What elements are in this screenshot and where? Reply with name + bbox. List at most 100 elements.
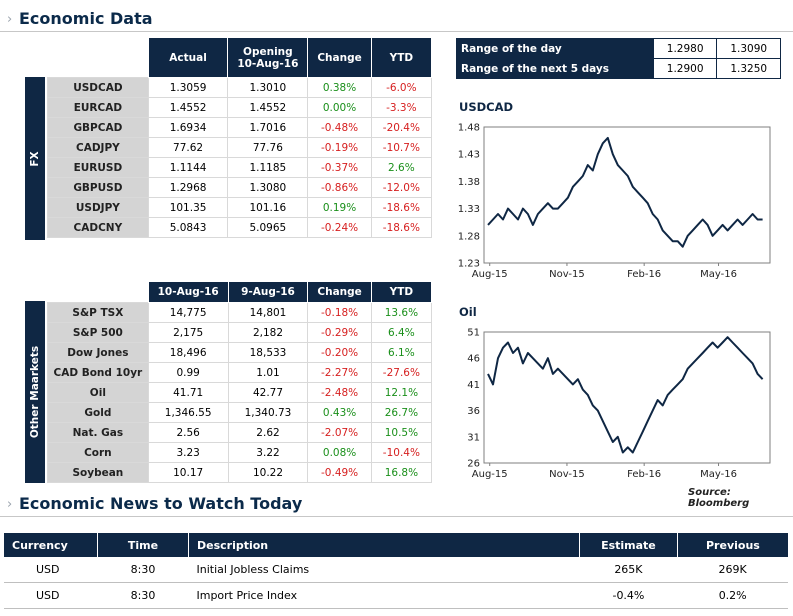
market-value-2: 10.22	[227, 462, 309, 483]
y-tick-label: 31	[467, 432, 480, 443]
fx-row: EURCAD 1.4552 1.4552 0.00% -3.3%	[47, 97, 433, 118]
x-tick-label: May-16	[700, 469, 737, 480]
fx-opening: 77.76	[227, 137, 309, 158]
market-value-1: 2,175	[147, 322, 229, 343]
market-name: Dow Jones	[47, 342, 149, 363]
fx-row: GBPCAD 1.6934 1.7016 -0.48% -20.4%	[47, 117, 433, 138]
section-title-news: Economic News to Watch Today	[19, 494, 303, 513]
market-value-1: 2.56	[147, 422, 229, 443]
range-label: Range of the next 5 days	[456, 58, 654, 79]
market-change: -2.48%	[307, 382, 372, 403]
range-row: Range of the day 1.2980 1.3090	[456, 38, 781, 59]
market-name: Oil	[47, 382, 149, 403]
fx-side-label: FX	[25, 77, 45, 240]
market-value-2: 3.22	[227, 442, 309, 463]
fx-row: USDJPY 101.35 101.16 0.19% -18.6%	[47, 197, 433, 218]
market-row: S&P 500 2,175 2,182 -0.29% 6.4%	[47, 322, 433, 343]
section-title-economic-data: Economic Data	[19, 9, 153, 28]
fx-change: 0.19%	[307, 197, 372, 218]
market-ytd: 6.1%	[370, 342, 433, 363]
y-tick-label: 1.48	[458, 123, 480, 134]
fx-change: 0.38%	[307, 77, 372, 98]
news-estimate: -0.4%	[579, 582, 678, 609]
news-previous: 0.2%	[677, 582, 788, 609]
news-header-previous: Previous	[677, 533, 788, 557]
range-high: 1.3250	[716, 58, 781, 79]
fx-name: GBPUSD	[47, 177, 149, 198]
divider	[0, 516, 793, 517]
range-low: 1.2980	[652, 38, 718, 59]
range-table: Range of the day 1.2980 1.3090 Range of …	[456, 38, 781, 79]
range-row: Range of the next 5 days 1.2900 1.3250	[456, 58, 781, 79]
market-name: Gold	[47, 402, 149, 423]
market-value-2: 14,801	[227, 302, 309, 323]
fx-change: -0.37%	[307, 157, 372, 178]
fx-ytd: -6.0%	[370, 77, 433, 98]
news-header-estimate: Estimate	[579, 533, 678, 557]
fx-ytd: 2.6%	[370, 157, 433, 178]
fx-header-ytd: YTD	[370, 37, 433, 78]
fx-name: EURUSD	[47, 157, 149, 178]
x-tick-label: Nov-15	[549, 269, 585, 280]
x-tick-label: Feb-16	[627, 469, 661, 480]
market-row: CAD Bond 10yr 0.99 1.01 -2.27% -27.6%	[47, 362, 433, 383]
fx-actual: 1.2968	[147, 177, 229, 198]
chart-title-usdcad: USDCAD	[459, 100, 514, 114]
market-value-1: 14,775	[147, 302, 229, 323]
y-tick-label: 41	[467, 380, 480, 391]
market-ytd: 10.5%	[370, 422, 433, 443]
market-row: Oil 41.71 42.77 -2.48% 12.1%	[47, 382, 433, 403]
market-value-1: 41.71	[147, 382, 229, 403]
fx-opening: 1.7016	[227, 117, 309, 138]
news-row: USD 8:30 Import Price Index -0.4% 0.2%	[4, 582, 788, 609]
news-time: 8:30	[97, 557, 189, 583]
market-change: -0.49%	[307, 462, 372, 483]
market-row: Corn 3.23 3.22 0.08% -10.4%	[47, 442, 433, 463]
fx-name: USDCAD	[47, 77, 149, 98]
news-header-time: Time	[97, 533, 189, 557]
x-tick-label: Aug-15	[472, 269, 508, 280]
market-change: 0.43%	[307, 402, 372, 423]
fx-change: -0.24%	[307, 217, 372, 238]
market-name: CAD Bond 10yr	[47, 362, 149, 383]
chart-source: Source: Bloomberg	[688, 487, 750, 509]
market-name: S&P 500	[47, 322, 149, 343]
market-value-2: 42.77	[227, 382, 309, 403]
market-change: -2.07%	[307, 422, 372, 443]
market-change: -0.18%	[307, 302, 372, 323]
range-low: 1.2900	[652, 58, 718, 79]
market-name: Nat. Gas	[47, 422, 149, 443]
fx-actual: 1.3059	[147, 77, 229, 98]
market-value-2: 2.62	[227, 422, 309, 443]
market-change: 0.08%	[307, 442, 372, 463]
markets-table: 10-Aug-16 9-Aug-16 Change YTD S&P TSX 14,…	[47, 281, 433, 483]
fx-ytd: -20.4%	[370, 117, 433, 138]
market-row: Dow Jones 18,496 18,533 -0.20% 6.1%	[47, 342, 433, 363]
market-row: S&P TSX 14,775 14,801 -0.18% 13.6%	[47, 302, 433, 323]
markets-header-ytd: YTD	[370, 281, 433, 303]
fx-header-change: Change	[307, 37, 372, 78]
plot-area	[483, 126, 771, 264]
market-value-2: 1.01	[227, 362, 309, 383]
fx-actual: 5.0843	[147, 217, 229, 238]
chevron-right-icon: ›	[7, 497, 13, 512]
series-line	[487, 136, 763, 248]
fx-opening: 1.1185	[227, 157, 309, 178]
market-ytd: 12.1%	[370, 382, 433, 403]
news-row: USD 8:30 Initial Jobless Claims 265K 269K	[4, 557, 788, 583]
news-estimate: 265K	[579, 557, 678, 583]
market-ytd: -27.6%	[370, 362, 433, 383]
fx-ytd: -12.0%	[370, 177, 433, 198]
fx-actual: 101.35	[147, 197, 229, 218]
market-ytd: 16.8%	[370, 462, 433, 483]
market-row: Nat. Gas 2.56 2.62 -2.07% 10.5%	[47, 422, 433, 443]
fx-row: EURUSD 1.1144 1.1185 -0.37% 2.6%	[47, 157, 433, 178]
fx-row: CADJPY 77.62 77.76 -0.19% -10.7%	[47, 137, 433, 158]
fx-name: CADCNY	[47, 217, 149, 238]
fx-name: CADJPY	[47, 137, 149, 158]
fx-actual: 1.4552	[147, 97, 229, 118]
market-value-2: 2,182	[227, 322, 309, 343]
chart-title-oil: Oil	[459, 305, 477, 319]
news-previous: 269K	[677, 557, 788, 583]
y-tick-label: 1.43	[458, 150, 480, 161]
